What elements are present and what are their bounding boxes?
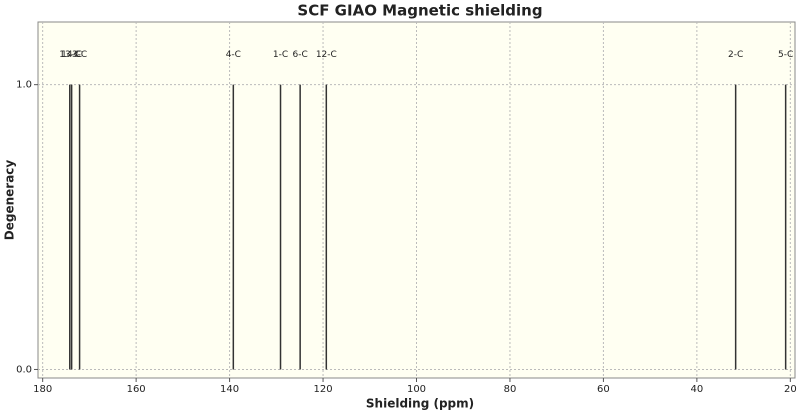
x-tick-label: 80 [504,384,517,395]
peak-label: 13-C [59,50,80,60]
peak-label: 5-C [778,50,793,60]
peak-label: 2-C [728,50,743,60]
peak-label: 3-C [72,50,87,60]
y-tick-label: 0.0 [16,364,32,375]
peak-label: 1-C [273,50,288,60]
chart-title: SCF GIAO Magnetic shielding [297,2,542,20]
x-axis-label: Shielding (ppm) [366,397,474,411]
x-tick-label: 180 [33,384,52,395]
x-tick-label: 140 [220,384,239,395]
x-tick-label: 100 [407,384,426,395]
x-tick-label: 160 [127,384,146,395]
y-axis-label: Degeneracy [3,160,17,241]
x-tick-label: 40 [691,384,704,395]
x-tick-label: 60 [597,384,610,395]
peak-label: 6-C [293,50,308,60]
peak-label: 12-C [316,50,337,60]
x-tick-label: 20 [784,384,797,395]
peak-label: 4-C [226,50,241,60]
y-tick-label: 1.0 [16,80,32,91]
x-tick-label: 120 [313,384,332,395]
peak-label: 14-C [61,50,82,60]
